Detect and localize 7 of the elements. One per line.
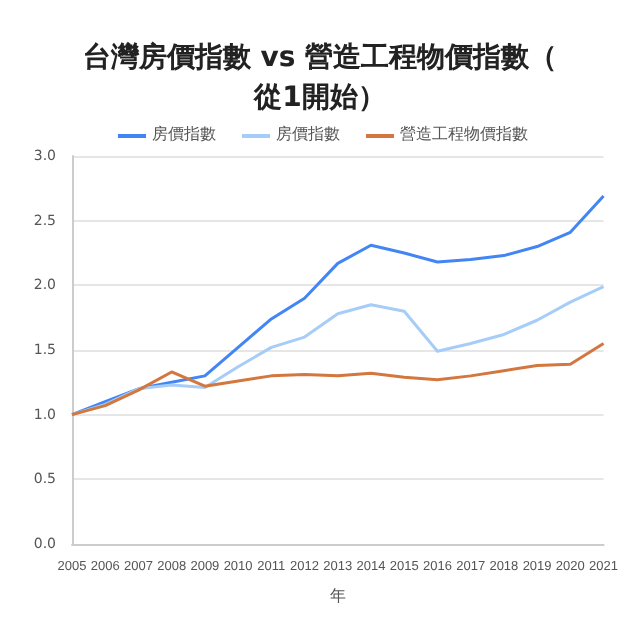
line-series [70,194,606,417]
line-series [70,342,606,417]
x-axis-title: 年 [329,587,346,605]
chart-title: 台灣房價指數 vs 營造工程物價指數（從1開始） [82,40,558,114]
legend-label: 房價指數 [276,125,340,143]
legend-label: 房價指數 [152,125,216,143]
legend-label: 營造工程物價指數 [400,125,528,143]
